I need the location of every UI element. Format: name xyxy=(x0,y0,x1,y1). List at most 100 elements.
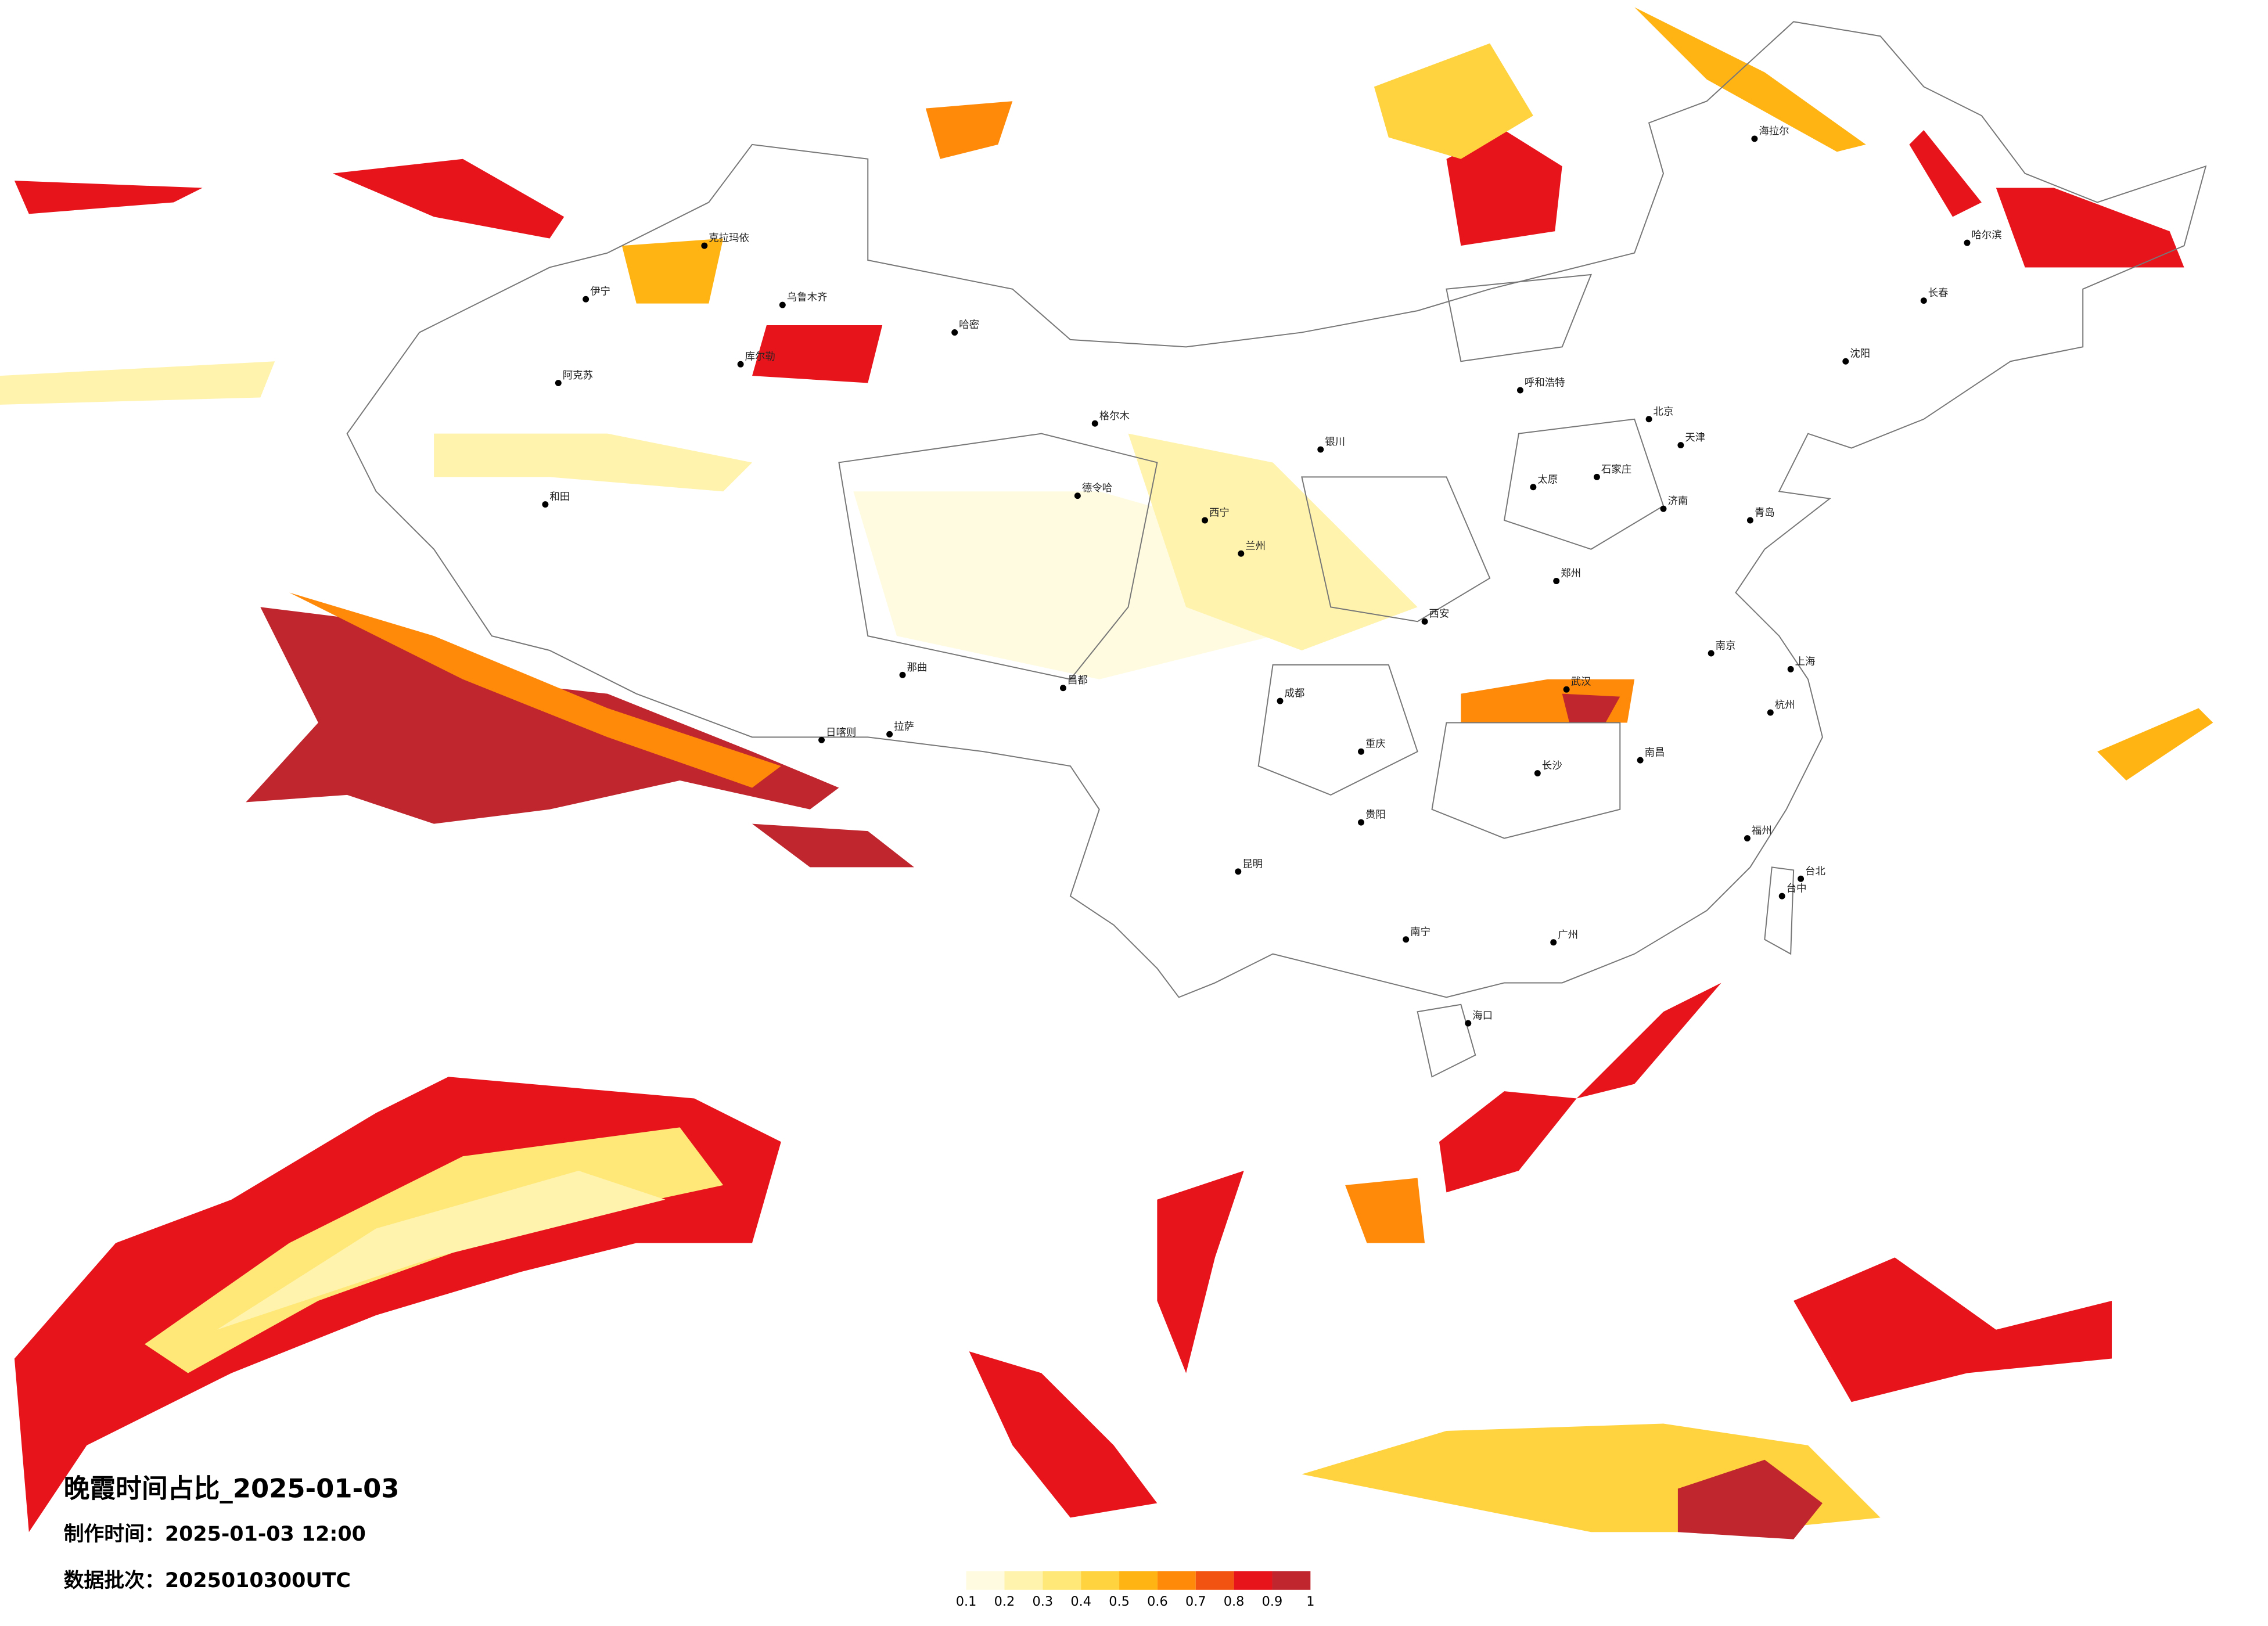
city-dot xyxy=(1403,936,1410,943)
city-label: 重庆 xyxy=(1365,739,1386,750)
cloud-layer xyxy=(0,7,2213,1539)
city-dot xyxy=(1563,686,1570,693)
city-label: 银川 xyxy=(1325,437,1345,448)
city-label: 西安 xyxy=(1429,609,1450,620)
city-dot xyxy=(1744,835,1751,842)
legend-swatch xyxy=(1272,1571,1311,1590)
city-dot xyxy=(1530,484,1537,491)
city-label: 南宁 xyxy=(1410,926,1430,938)
legend-label: 0.9 xyxy=(1262,1594,1283,1609)
city-dot xyxy=(1235,868,1242,875)
patch xyxy=(1345,1178,1425,1243)
city-dot xyxy=(1202,517,1209,524)
city-dot xyxy=(583,296,590,303)
city-dot xyxy=(1787,665,1794,672)
legend-swatch xyxy=(1119,1571,1158,1590)
city-label: 库尔勒 xyxy=(745,351,775,363)
city-label: 拉萨 xyxy=(894,721,914,733)
city-label: 昆明 xyxy=(1242,858,1263,870)
legend-label: 0.6 xyxy=(1147,1594,1168,1609)
city-dot xyxy=(1516,387,1523,394)
patch xyxy=(1677,1459,1823,1539)
city-dot xyxy=(1798,875,1805,882)
legend-label: 1 xyxy=(1306,1594,1314,1609)
patch xyxy=(217,1171,666,1330)
city-label: 台北 xyxy=(1805,866,1825,877)
city-dot xyxy=(1534,770,1541,777)
border xyxy=(346,21,2207,998)
city-dot xyxy=(1751,135,1758,142)
legend-label: 0.5 xyxy=(1109,1594,1130,1609)
city-label: 沈阳 xyxy=(1850,348,1870,360)
city-dot xyxy=(1767,709,1774,716)
legend-swatch xyxy=(1043,1571,1081,1590)
patch xyxy=(1439,1091,1577,1193)
city-dot xyxy=(1059,685,1066,692)
city-label: 日喀则 xyxy=(826,727,856,739)
city-label: 和田 xyxy=(549,491,570,503)
legend-label: 0.1 xyxy=(956,1594,977,1609)
legend: 0.1 0.2 0.3 0.4 0.5 0.6 0.7 0.8 0.9 1 xyxy=(956,1571,1314,1609)
city-dot xyxy=(1842,358,1849,365)
city-dot xyxy=(1074,492,1081,499)
city-label: 广州 xyxy=(1558,929,1578,941)
legend-label: 0.4 xyxy=(1070,1594,1091,1609)
city-label: 南京 xyxy=(1716,641,1736,652)
city-dot xyxy=(1553,578,1560,585)
border xyxy=(1764,866,1795,955)
city-dot xyxy=(1238,550,1245,557)
city-label: 海口 xyxy=(1472,1010,1493,1022)
border xyxy=(1257,664,1418,796)
legend-swatch xyxy=(1157,1571,1196,1590)
border xyxy=(1301,476,1491,623)
patch xyxy=(752,325,883,383)
production-time: 制作时间：2025-01-03 12:00 xyxy=(64,1523,366,1546)
city-dot xyxy=(951,329,958,336)
city-label: 武汉 xyxy=(1571,677,1591,688)
legend-label: 0.2 xyxy=(994,1594,1015,1609)
legend-swatch xyxy=(1004,1571,1043,1590)
legend-swatch xyxy=(1081,1571,1120,1590)
city-label: 昌都 xyxy=(1067,675,1088,686)
city-label: 天津 xyxy=(1685,432,1705,444)
city-dot xyxy=(1677,442,1684,449)
patch xyxy=(1996,188,2184,268)
patch xyxy=(0,361,275,405)
city-dot xyxy=(1660,505,1667,512)
city-label: 德令哈 xyxy=(1082,483,1112,494)
city-label: 西宁 xyxy=(1209,508,1230,519)
city-dot xyxy=(1708,650,1715,657)
city-label: 南昌 xyxy=(1645,747,1665,759)
patch xyxy=(1909,130,1982,217)
city-label: 长春 xyxy=(1928,287,1949,299)
city-dot xyxy=(737,361,744,368)
patch xyxy=(1634,7,1866,152)
city-dot xyxy=(779,301,786,308)
patch xyxy=(1128,433,1418,650)
city-dot xyxy=(1465,1020,1472,1027)
patch xyxy=(1157,1171,1244,1373)
city-label: 北京 xyxy=(1654,406,1674,418)
city-label: 格尔木 xyxy=(1099,411,1130,422)
city-dot xyxy=(542,501,549,508)
city-label: 克拉玛依 xyxy=(709,233,749,244)
city-dot xyxy=(1920,297,1927,304)
city-label: 阿克苏 xyxy=(563,370,593,382)
patch xyxy=(752,823,914,868)
city-label: 郑州 xyxy=(1561,568,1581,580)
city-label: 石家庄 xyxy=(1601,464,1631,476)
city-label: 伊宁 xyxy=(590,286,610,298)
city-dot xyxy=(1746,517,1753,524)
city-label: 成都 xyxy=(1285,688,1305,700)
city-label: 那曲 xyxy=(907,662,928,674)
data-batch: 数据批次：2025010300UTC xyxy=(64,1569,351,1592)
city-label: 杭州 xyxy=(1775,700,1795,711)
city-dot xyxy=(1637,757,1644,764)
city-label: 哈尔滨 xyxy=(1971,230,2001,242)
patch xyxy=(1576,983,1721,1099)
city-dot xyxy=(555,380,562,387)
city-dot xyxy=(1277,697,1284,704)
city-dot xyxy=(1778,893,1785,900)
patch xyxy=(2097,708,2213,780)
